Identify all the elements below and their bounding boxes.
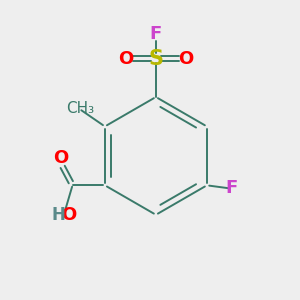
- Text: S: S: [148, 49, 164, 69]
- Text: O: O: [53, 149, 68, 167]
- Text: O: O: [61, 206, 76, 224]
- Text: O: O: [178, 50, 193, 68]
- Text: CH₃: CH₃: [66, 101, 94, 116]
- Text: H: H: [52, 206, 66, 224]
- Text: O: O: [118, 50, 134, 68]
- Text: F: F: [225, 179, 238, 197]
- Text: F: F: [150, 25, 162, 43]
